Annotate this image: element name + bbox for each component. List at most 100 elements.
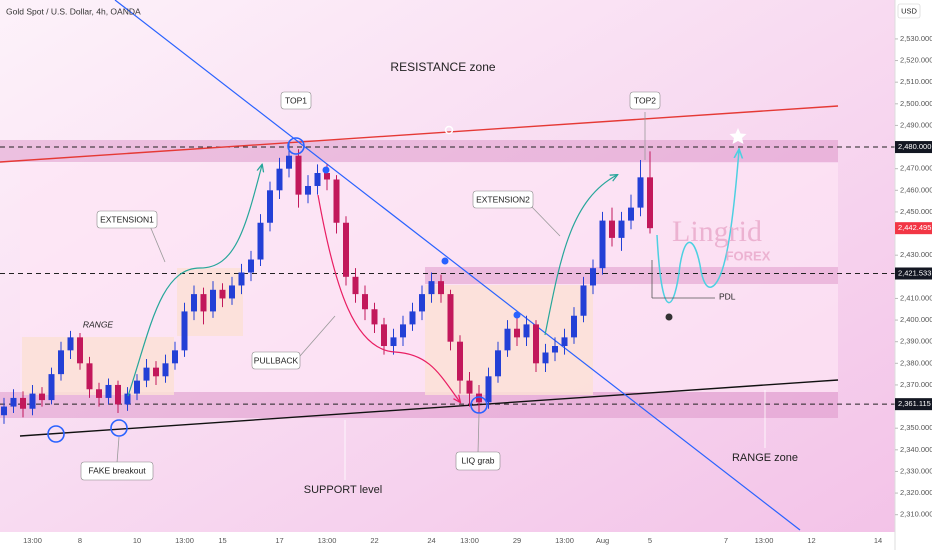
star [729, 128, 747, 144]
y-tick-label: 2,400.000 [900, 315, 932, 324]
candle-body [276, 168, 283, 191]
label-box [80, 461, 154, 481]
chart-title: Gold Spot / U.S. Dollar, 4h, OANDA [6, 6, 141, 16]
callout-line [529, 204, 561, 237]
callout-line [477, 413, 480, 454]
x-tick-label: 12 [807, 536, 815, 545]
candle-body [428, 281, 435, 295]
support-band [0, 392, 838, 418]
candle-body [124, 393, 131, 405]
time-axis [0, 532, 895, 550]
marker-circle [470, 396, 488, 414]
candle-body [229, 285, 235, 299]
y-tick-label: 2,410.000 [900, 293, 932, 302]
x-tick-label: 5 [648, 536, 652, 545]
candle-body [48, 374, 55, 401]
y-tick-label: 2,510.000 [900, 77, 932, 86]
candle-body [580, 285, 587, 316]
arrow-curve [127, 165, 262, 397]
price-level-box [895, 267, 932, 280]
candle-body [485, 376, 492, 403]
candle-body [476, 393, 482, 403]
annotation: RANGE zone [732, 452, 798, 464]
annotation: EXTENSION1 [100, 214, 154, 224]
candle-body [134, 380, 140, 394]
x-tick-label: 10 [133, 536, 141, 545]
candle-body [419, 294, 425, 312]
x-tick-label: 29 [513, 536, 521, 545]
y-tick-label: 2,450.000 [900, 207, 932, 216]
candle-body [514, 328, 520, 338]
level-band [425, 267, 838, 284]
y-tick-label: 2,520.000 [900, 56, 932, 65]
candle-body [552, 346, 558, 353]
candle-body [200, 294, 207, 312]
y-tick-label: 2,350.000 [900, 423, 932, 432]
label-box [472, 190, 534, 209]
candle-body [314, 173, 321, 186]
candle-body [210, 289, 216, 312]
support-line [19, 379, 839, 437]
marker-circle [110, 419, 128, 437]
x-tick-label: 13:00 [175, 536, 194, 545]
marker-dot [513, 311, 521, 319]
candle-body [438, 281, 444, 295]
candle-body [523, 324, 530, 338]
x-tick-label: 15 [218, 536, 226, 545]
x-tick-label: 13:00 [318, 536, 337, 545]
callout-line [149, 225, 166, 263]
annotation: TOP2 [634, 95, 656, 105]
label-box [629, 91, 661, 110]
candle-body [191, 294, 197, 312]
x-tick-label: 13:00 [23, 536, 42, 545]
candle-body [67, 337, 74, 351]
candle-body [362, 294, 368, 310]
candle-body [305, 185, 311, 195]
candle-body [172, 350, 178, 364]
price-level-label: 2,480.000 [898, 142, 931, 151]
candle-body [457, 341, 463, 381]
x-tick-label: 13:00 [555, 536, 574, 545]
candle-body [77, 337, 83, 364]
candle-body [561, 337, 568, 347]
candle-body [495, 350, 501, 377]
y-tick-label: 2,340.000 [900, 445, 932, 454]
candle-body [86, 363, 93, 390]
candle-body [647, 177, 653, 229]
candle-body [257, 222, 264, 260]
annotation: PDL [719, 291, 736, 301]
y-tick-label: 2,470.000 [900, 164, 932, 173]
y-tick-label: 2,490.000 [900, 120, 932, 129]
marker-dot [441, 257, 449, 265]
candle-body [20, 397, 26, 409]
annotation: PULLBACK [254, 355, 299, 365]
eye-icon [665, 313, 673, 321]
range-box [22, 337, 174, 395]
candle-body [371, 309, 378, 325]
marker-dot [322, 166, 330, 174]
candle-body [39, 393, 45, 401]
candle-body [637, 177, 644, 208]
x-tick-label: 24 [427, 536, 435, 545]
arrow-curve [317, 194, 460, 402]
callout-line [299, 315, 336, 357]
price-level-box [895, 141, 932, 154]
x-tick-label: 17 [275, 536, 283, 545]
marker-dot [444, 125, 454, 135]
x-tick-label: 7 [724, 536, 728, 545]
x-tick-label: 13:00 [460, 536, 479, 545]
candle-body [609, 220, 615, 238]
last-price-label: 2,442.495 [898, 223, 931, 232]
candle-body [58, 350, 64, 375]
candle-body [542, 352, 549, 364]
candle-body [29, 393, 36, 409]
price-level-box [895, 398, 932, 411]
x-tick-label: 13:00 [755, 536, 774, 545]
label-box [96, 210, 158, 229]
y-tick-label: 2,390.000 [900, 337, 932, 346]
candle-body [238, 272, 245, 286]
candle-body [409, 311, 416, 325]
candle-body [162, 363, 169, 377]
candle-body [181, 311, 188, 351]
